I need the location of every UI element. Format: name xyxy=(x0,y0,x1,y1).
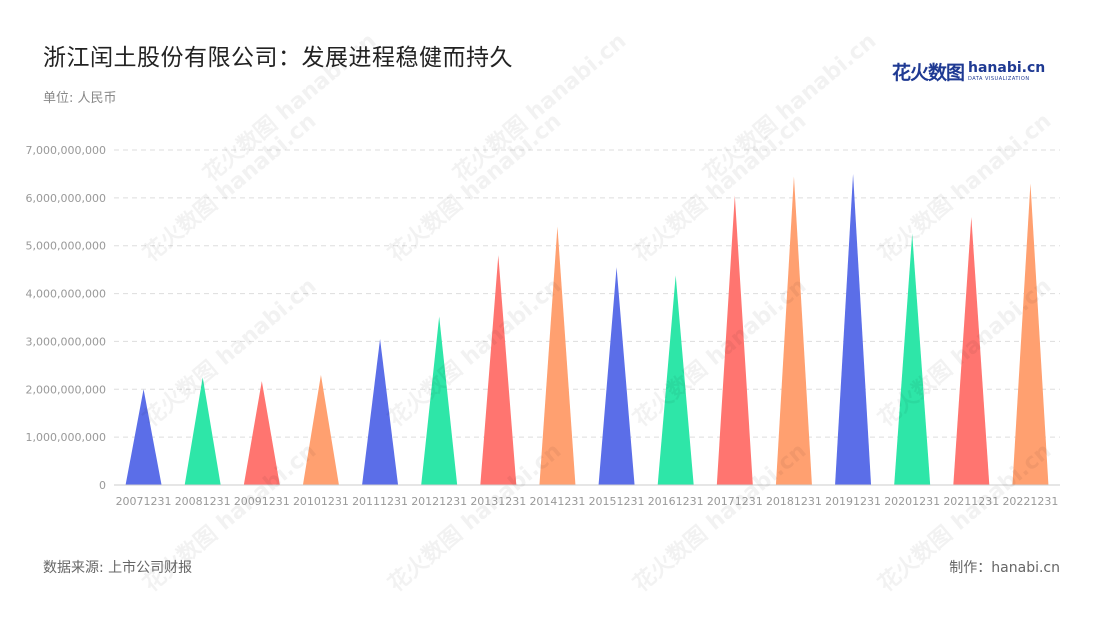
bar-mark xyxy=(716,195,753,485)
logo-en-block: hanabi.cn DATA VISUALIZATION xyxy=(968,61,1045,82)
maker-credit: 制作：hanabi.cn xyxy=(949,560,1060,576)
x-tick-label: 20161231 xyxy=(648,495,704,508)
bar-mark xyxy=(362,339,399,485)
y-tick-label: 6,000,000,000 xyxy=(26,192,106,205)
bar-mark xyxy=(243,381,280,485)
bar-mark xyxy=(894,233,931,485)
x-tick-label: 20121231 xyxy=(411,495,467,508)
bar-mark xyxy=(835,173,872,485)
logo-cn-text: 花火数图 xyxy=(892,61,965,84)
y-tick-label: 7,000,000,000 xyxy=(26,144,106,157)
unit-label: 单位: 人民币 xyxy=(43,91,117,106)
y-tick-label: 0 xyxy=(99,479,106,492)
data-source: 数据来源: 上市公司财报 xyxy=(43,560,193,576)
bar-mark xyxy=(302,374,339,485)
x-tick-label: 20071231 xyxy=(116,495,172,508)
y-tick-label: 2,000,000,000 xyxy=(26,383,106,396)
y-tick-label: 5,000,000,000 xyxy=(26,240,106,253)
bar-mark xyxy=(480,255,517,485)
brand-logo: 花火数图 hanabi.cn DATA VISUALIZATION xyxy=(892,58,1045,84)
x-tick-label: 20181231 xyxy=(766,495,822,508)
bar-mark xyxy=(598,267,635,485)
x-tick-label: 20091231 xyxy=(234,495,290,508)
x-tick-label: 20221231 xyxy=(1002,495,1058,508)
x-tick-label: 20101231 xyxy=(293,495,349,508)
bar-mark xyxy=(1012,183,1049,485)
bar-mark xyxy=(775,176,812,486)
y-grid xyxy=(114,149,1060,438)
x-tick-label: 20081231 xyxy=(175,495,231,508)
bar-mark xyxy=(125,389,162,485)
y-tick-label: 3,000,000,000 xyxy=(26,335,106,348)
x-tick-label: 20151231 xyxy=(589,495,645,508)
bar-mark xyxy=(421,316,458,485)
x-tick-label: 20201231 xyxy=(884,495,940,508)
x-tick-label: 20211231 xyxy=(943,495,999,508)
x-tick-label: 20191231 xyxy=(825,495,881,508)
x-axis-labels: 20071231 20081231 20091231 20101231 20111231… xyxy=(116,495,1059,508)
bar-mark xyxy=(184,377,221,485)
y-tick-label: 4,000,000,000 xyxy=(26,288,106,301)
x-tick-label: 20141231 xyxy=(529,495,585,508)
chart-title: 浙江闰土股份有限公司：发展进程稳健而持久 xyxy=(43,45,513,71)
y-tick-label: 1,000,000,000 xyxy=(26,431,106,444)
bar-mark xyxy=(953,217,990,485)
bar-mark xyxy=(657,275,694,485)
bar-mark xyxy=(539,226,576,486)
y-axis-labels: 0 1,000,000,000 2,000,000,000 3,000,000,000… xyxy=(26,144,106,492)
x-tick-label: 20131231 xyxy=(470,495,526,508)
x-tick-label: 20171231 xyxy=(707,495,763,508)
x-tick-label: 20111231 xyxy=(352,495,408,508)
logo-en-text: hanabi.cn xyxy=(968,59,1046,76)
logo-en-subtext: DATA VISUALIZATION xyxy=(968,75,1030,82)
bars xyxy=(125,173,1049,486)
